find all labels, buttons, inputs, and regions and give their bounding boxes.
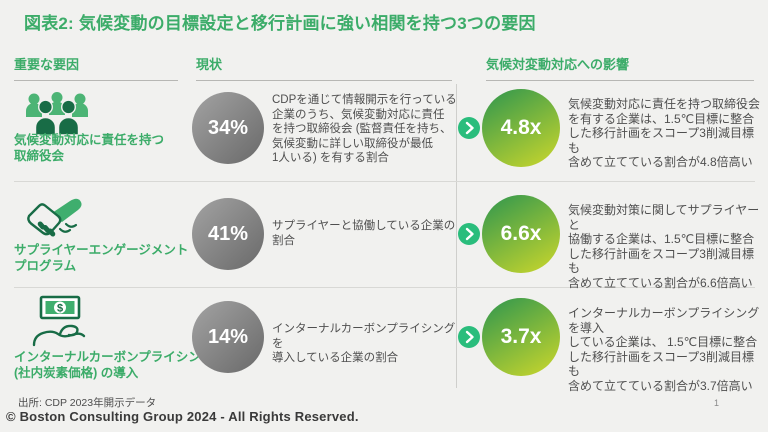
row-separator — [14, 287, 755, 288]
status-percentage-badge: 14% — [192, 301, 264, 373]
page-title: 図表2: 気候変動の目標設定と移行計画に強い相関を持つ3つの要因 — [24, 14, 536, 33]
impact-multiplier-badge: 6.6x — [482, 195, 560, 273]
impact-multiplier: 6.6x — [500, 222, 542, 245]
factor-label: インターナルカーボンプライシング (社内炭素価格) の導入 — [14, 350, 214, 380]
status-percentage-badge: 41% — [192, 198, 264, 270]
impact-description: 気候変動対応に責任を持つ取締役会 を有する企業は、1.5℃目標に整合 した移行計… — [568, 97, 761, 169]
table-row: サプライヤーエンゲージメント プログラム 41% サプライヤーと協働している企業… — [0, 181, 768, 290]
status-percentage: 41% — [207, 222, 249, 245]
chevron-right-icon — [458, 223, 480, 245]
board-of-directors-icon — [24, 90, 90, 141]
status-description: CDPを通じて情報開示を行っている 企業のうち、気候変動対応に責任 を持つ取締役… — [272, 94, 457, 164]
impact-description: インターナルカーボンプライシングを導入 している企業は、 1.5℃目標に整合 し… — [568, 306, 760, 393]
chevron-right-icon — [458, 326, 480, 348]
impact-multiplier: 3.7x — [500, 325, 542, 348]
chevron-right-icon — [458, 117, 480, 139]
factor-label: サプライヤーエンゲージメント プログラム — [14, 243, 189, 273]
impact-multiplier-badge: 4.8x — [482, 89, 560, 167]
column-header-factor: 重要な要因 — [14, 54, 178, 81]
status-description: インターナルカーボンプライシングを 導入している企業の割合 — [272, 323, 456, 364]
table-row: $ インターナルカーボンプライシング (社内炭素価格) の導入 14% インター… — [0, 287, 768, 393]
impact-description: 気候変動対策に関してサプライヤーと 協働する企業は、1.5℃目標に整合 した移行… — [568, 203, 760, 290]
money-in-hand-icon: $ — [30, 295, 90, 356]
status-percentage: 34% — [207, 116, 249, 139]
row-separator — [14, 181, 755, 182]
status-percentage-badge: 34% — [192, 92, 264, 164]
impact-multiplier-badge: 3.7x — [482, 298, 560, 376]
copyright-notice: © Boston Consulting Group 2024 - All Rig… — [6, 409, 359, 424]
page-number: 1 — [714, 398, 720, 408]
table-row: 気候変動対応に責任を持つ 取締役会 34% CDPを通じて情報開示を行っている … — [0, 76, 768, 181]
impact-multiplier: 4.8x — [500, 116, 542, 139]
status-description: サプライヤーと協働している企業の 割合 — [272, 220, 456, 247]
handshake-icon — [24, 195, 86, 250]
dollar-sign-glyph: $ — [57, 302, 63, 314]
vertical-divider — [456, 84, 457, 388]
column-header-status: 現状 — [196, 54, 452, 81]
status-percentage: 14% — [207, 325, 249, 348]
column-header-impact: 気候対変動対応への影響 — [486, 54, 754, 81]
factor-label: 気候変動対応に責任を持つ 取締役会 — [14, 133, 165, 163]
source-note: 出所: CDP 2023年開示データ — [18, 397, 157, 409]
